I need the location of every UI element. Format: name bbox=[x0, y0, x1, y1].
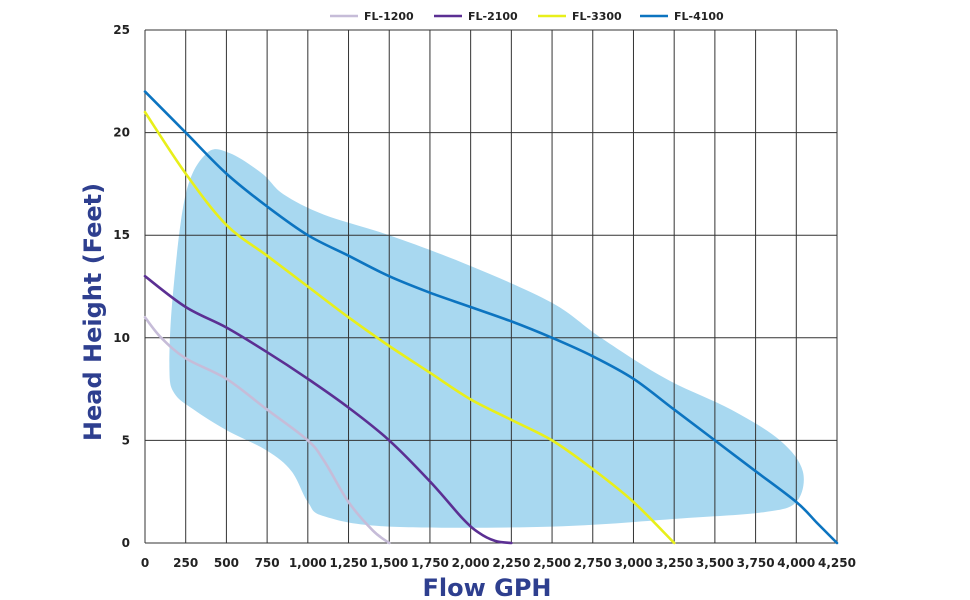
performance-region bbox=[169, 149, 804, 528]
legend-label: FL-4100 bbox=[674, 10, 724, 23]
x-axis-title: Flow GPH bbox=[422, 574, 551, 600]
y-tick-label: 15 bbox=[113, 228, 130, 242]
legend-label: FL-1200 bbox=[364, 10, 414, 23]
y-tick-label: 20 bbox=[113, 126, 130, 140]
x-tick-label: 2,000 bbox=[452, 556, 490, 570]
legend-label: FL-3300 bbox=[572, 10, 622, 23]
x-tick-label: 4,000 bbox=[777, 556, 815, 570]
x-tick-label: 3,750 bbox=[737, 556, 775, 570]
series-line-fl-2100 bbox=[143, 274, 513, 545]
legend-label: FL-2100 bbox=[468, 10, 518, 23]
y-axis-ticks: 0 5 10 15 20 25 bbox=[113, 23, 130, 550]
y-axis-title: Head Height (Feet) bbox=[79, 183, 107, 441]
y-tick-label: 0 bbox=[122, 536, 130, 550]
y-tick-label: 5 bbox=[122, 433, 130, 447]
x-tick-label: 4,250 bbox=[818, 556, 856, 570]
x-tick-label: 3,500 bbox=[696, 556, 734, 570]
x-tick-label: 250 bbox=[173, 556, 198, 570]
series-line-fl-3300 bbox=[143, 110, 676, 545]
y-tick-label: 10 bbox=[113, 331, 130, 345]
x-tick-label: 1,250 bbox=[330, 556, 368, 570]
performance-region-area bbox=[169, 149, 804, 528]
x-tick-label: 0 bbox=[141, 556, 149, 570]
x-tick-label: 750 bbox=[255, 556, 280, 570]
x-tick-label: 2,500 bbox=[533, 556, 571, 570]
series-lines bbox=[143, 90, 839, 545]
series-line-fl-4100 bbox=[143, 90, 839, 545]
x-tick-label: 3,000 bbox=[614, 556, 652, 570]
x-tick-label: 1,750 bbox=[411, 556, 449, 570]
series-line-fl-1200 bbox=[143, 316, 391, 545]
x-tick-label: 500 bbox=[214, 556, 239, 570]
x-tick-label: 2,750 bbox=[574, 556, 612, 570]
x-tick-label: 2,250 bbox=[492, 556, 530, 570]
x-tick-label: 1,000 bbox=[289, 556, 327, 570]
x-axis-ticks: 0 250 500 750 1,000 1,250 1,500 1,750 2,000 2,250… bbox=[141, 556, 856, 570]
x-tick-label: 1,500 bbox=[370, 556, 408, 570]
y-tick-label: 25 bbox=[113, 23, 130, 37]
grid bbox=[144, 29, 838, 544]
x-tick-label: 3,250 bbox=[655, 556, 693, 570]
legend: FL-1200 FL-2100 FL-3300 FL-4100 bbox=[330, 10, 724, 23]
